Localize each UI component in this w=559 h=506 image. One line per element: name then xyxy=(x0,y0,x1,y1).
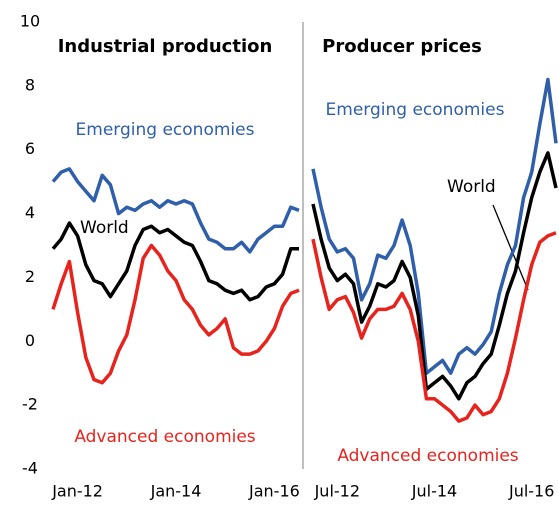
series-line xyxy=(51,167,300,254)
series-label: World xyxy=(80,218,129,238)
y-tick-label: -4 xyxy=(22,459,38,478)
x-tick-label: Jul-12 xyxy=(314,482,360,501)
x-tick-label: Jul-14 xyxy=(411,482,457,501)
x-tick-label: Jan-14 xyxy=(150,482,202,501)
series-line xyxy=(311,231,557,423)
y-tick-label: -2 xyxy=(22,395,38,414)
y-tick-label: 0 xyxy=(25,331,35,350)
x-tick-label: Jul-16 xyxy=(508,482,554,501)
series-label: Advanced economies xyxy=(337,446,518,466)
series-line xyxy=(311,77,558,375)
y-tick-label: 2 xyxy=(25,267,35,286)
series-line xyxy=(51,243,300,385)
annotation-pointer xyxy=(492,204,529,291)
y-tick-label: 8 xyxy=(25,75,35,94)
series-line xyxy=(311,151,558,401)
y-tick-label: 4 xyxy=(25,203,35,222)
series-label: Advanced economies xyxy=(74,427,255,447)
x-tick-label: Jan-16 xyxy=(248,482,300,501)
panel-title: Producer prices xyxy=(322,36,482,57)
y-tick-label: 6 xyxy=(25,139,35,158)
series-label: Emerging economies xyxy=(76,120,255,140)
x-tick-label: Jan-12 xyxy=(51,482,103,501)
y-tick-label: 10 xyxy=(20,12,40,31)
panel-title: Industrial production xyxy=(58,36,273,57)
series-label: Emerging economies xyxy=(326,100,505,120)
series-label: World xyxy=(447,177,496,197)
series-line xyxy=(51,221,299,302)
